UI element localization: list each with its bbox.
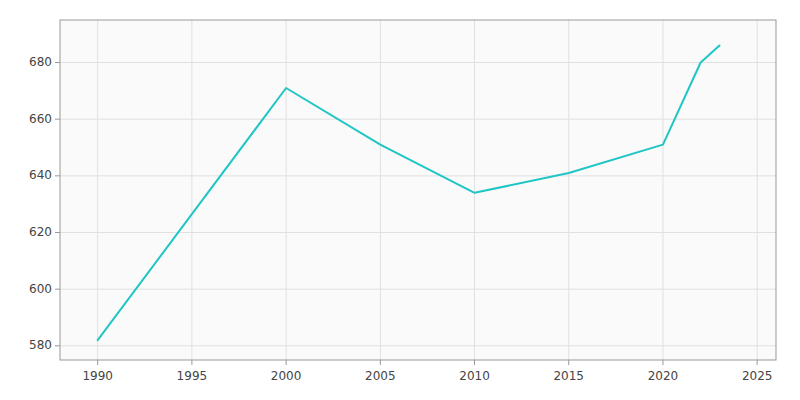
x-grid-line xyxy=(568,20,569,360)
y-tick xyxy=(55,119,60,120)
axes: 580 600 620 640 660 680 1990 1995 2000 2005 2010 20… xyxy=(29,55,772,383)
plot-background xyxy=(60,20,776,360)
plot-frame xyxy=(60,20,776,360)
x-grid-line xyxy=(757,20,758,360)
x-tick-label: 2025 xyxy=(742,369,773,383)
x-tick xyxy=(662,360,663,365)
y-tick-label: 600 xyxy=(29,282,52,296)
y-tick xyxy=(55,175,60,176)
x-grid-line xyxy=(286,20,287,360)
y-tick-label: 640 xyxy=(29,168,52,182)
x-tick-label: 2000 xyxy=(271,369,302,383)
y-tick-label: 580 xyxy=(29,338,52,352)
y-tick-label: 680 xyxy=(29,55,52,69)
x-tick-label: 1990 xyxy=(82,369,113,383)
y-grid-line xyxy=(60,232,776,233)
x-tick xyxy=(757,360,758,365)
chart-svg: 580 600 620 640 660 680 1990 1995 2000 2005 2010 20… xyxy=(0,0,800,400)
grid xyxy=(60,20,776,360)
x-tick-label: 1995 xyxy=(177,369,208,383)
x-tick-label: 2020 xyxy=(648,369,679,383)
chart-container: 580 600 620 640 660 680 1990 1995 2000 2005 2010 20… xyxy=(0,0,800,400)
y-tick xyxy=(55,232,60,233)
data-layer xyxy=(98,46,720,341)
x-grid-line xyxy=(662,20,663,360)
y-tick xyxy=(55,62,60,63)
x-tick-label: 2005 xyxy=(365,369,396,383)
x-tick xyxy=(286,360,287,365)
x-grid-line xyxy=(380,20,381,360)
x-grid-line xyxy=(474,20,475,360)
data-line xyxy=(98,46,720,341)
y-grid-line xyxy=(60,62,776,63)
y-tick-label: 620 xyxy=(29,225,52,239)
x-tick xyxy=(474,360,475,365)
x-grid-line xyxy=(97,20,98,360)
x-tick xyxy=(568,360,569,365)
page: {"chart_data": {"type": "line", "x": [19… xyxy=(0,0,800,400)
y-tick xyxy=(55,345,60,346)
y-grid-line xyxy=(60,345,776,346)
y-grid-line xyxy=(60,119,776,120)
x-tick xyxy=(97,360,98,365)
y-tick xyxy=(55,289,60,290)
x-tick-label: 2010 xyxy=(459,369,490,383)
x-tick xyxy=(380,360,381,365)
y-tick-label: 660 xyxy=(29,112,52,126)
y-grid-line xyxy=(60,175,776,176)
x-tick xyxy=(191,360,192,365)
y-grid-line xyxy=(60,289,776,290)
x-tick-label: 2015 xyxy=(553,369,584,383)
x-grid-line xyxy=(191,20,192,360)
